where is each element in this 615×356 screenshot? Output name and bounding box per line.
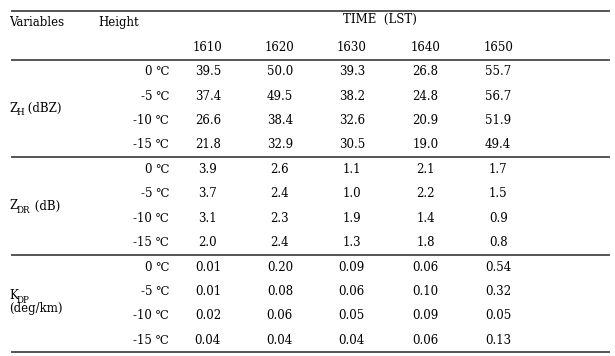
Text: 0.02: 0.02 — [195, 309, 221, 322]
Text: 49.4: 49.4 — [485, 138, 511, 151]
Text: 20.9: 20.9 — [413, 114, 438, 127]
Text: 0.10: 0.10 — [413, 285, 438, 298]
Text: 0.01: 0.01 — [195, 285, 221, 298]
Text: 2.2: 2.2 — [416, 187, 435, 200]
Text: 37.4: 37.4 — [195, 90, 221, 103]
Text: 2.6: 2.6 — [271, 163, 289, 176]
Text: 0.06: 0.06 — [339, 285, 365, 298]
Text: 0.09: 0.09 — [339, 261, 365, 273]
Text: 0.04: 0.04 — [267, 334, 293, 347]
Text: H: H — [17, 108, 25, 117]
Text: 0.05: 0.05 — [339, 309, 365, 322]
Text: 0.54: 0.54 — [485, 261, 511, 273]
Text: -10 ℃: -10 ℃ — [133, 309, 169, 322]
Text: Z: Z — [9, 102, 17, 115]
Text: 38.2: 38.2 — [339, 90, 365, 103]
Text: Height: Height — [98, 16, 139, 30]
Text: 0.13: 0.13 — [485, 334, 511, 347]
Text: 0.05: 0.05 — [485, 309, 511, 322]
Text: -5 ℃: -5 ℃ — [141, 187, 169, 200]
Text: 0 ℃: 0 ℃ — [145, 65, 169, 78]
Text: 0 ℃: 0 ℃ — [145, 163, 169, 176]
Text: 1.5: 1.5 — [489, 187, 507, 200]
Text: 38.4: 38.4 — [267, 114, 293, 127]
Text: 1640: 1640 — [411, 41, 440, 54]
Text: -15 ℃: -15 ℃ — [133, 138, 169, 151]
Text: 39.5: 39.5 — [195, 65, 221, 78]
Text: 30.5: 30.5 — [339, 138, 365, 151]
Text: 2.0: 2.0 — [199, 236, 217, 249]
Text: 0.20: 0.20 — [267, 261, 293, 273]
Text: 2.4: 2.4 — [271, 236, 289, 249]
Text: 0 ℃: 0 ℃ — [145, 261, 169, 273]
Text: 1.8: 1.8 — [416, 236, 435, 249]
Text: 0.06: 0.06 — [267, 309, 293, 322]
Text: 0.32: 0.32 — [485, 285, 511, 298]
Text: 1.0: 1.0 — [343, 187, 361, 200]
Text: 24.8: 24.8 — [413, 90, 438, 103]
Text: DR: DR — [17, 206, 30, 215]
Text: (dBZ): (dBZ) — [24, 102, 62, 115]
Text: 51.9: 51.9 — [485, 114, 511, 127]
Text: 49.5: 49.5 — [267, 90, 293, 103]
Text: 1.9: 1.9 — [343, 212, 361, 225]
Text: 26.6: 26.6 — [195, 114, 221, 127]
Text: 0.04: 0.04 — [195, 334, 221, 347]
Text: -10 ℃: -10 ℃ — [133, 212, 169, 225]
Text: 3.1: 3.1 — [199, 212, 217, 225]
Text: 0.06: 0.06 — [413, 261, 438, 273]
Text: 1610: 1610 — [193, 41, 223, 54]
Text: -10 ℃: -10 ℃ — [133, 114, 169, 127]
Text: 39.3: 39.3 — [339, 65, 365, 78]
Text: 1.1: 1.1 — [343, 163, 361, 176]
Text: DP: DP — [17, 296, 30, 305]
Text: 3.7: 3.7 — [199, 187, 217, 200]
Text: 2.4: 2.4 — [271, 187, 289, 200]
Text: 3.9: 3.9 — [199, 163, 217, 176]
Text: 0.08: 0.08 — [267, 285, 293, 298]
Text: 1.4: 1.4 — [416, 212, 435, 225]
Text: (deg/km): (deg/km) — [9, 302, 63, 315]
Text: 0.01: 0.01 — [195, 261, 221, 273]
Text: Variables: Variables — [9, 16, 65, 30]
Text: 19.0: 19.0 — [413, 138, 438, 151]
Text: 56.7: 56.7 — [485, 90, 511, 103]
Text: 26.8: 26.8 — [413, 65, 438, 78]
Text: 1620: 1620 — [265, 41, 295, 54]
Text: -15 ℃: -15 ℃ — [133, 236, 169, 249]
Text: TIME  (LST): TIME (LST) — [343, 13, 417, 26]
Text: 1.3: 1.3 — [343, 236, 361, 249]
Text: 2.1: 2.1 — [416, 163, 435, 176]
Text: 0.06: 0.06 — [413, 334, 438, 347]
Text: (dB): (dB) — [31, 199, 61, 213]
Text: 2.3: 2.3 — [271, 212, 289, 225]
Text: 1.7: 1.7 — [489, 163, 507, 176]
Text: 1650: 1650 — [483, 41, 513, 54]
Text: 0.9: 0.9 — [489, 212, 507, 225]
Text: -5 ℃: -5 ℃ — [141, 285, 169, 298]
Text: -15 ℃: -15 ℃ — [133, 334, 169, 347]
Text: 0.09: 0.09 — [413, 309, 438, 322]
Text: 0.8: 0.8 — [489, 236, 507, 249]
Text: 1630: 1630 — [337, 41, 367, 54]
Text: 32.6: 32.6 — [339, 114, 365, 127]
Text: 32.9: 32.9 — [267, 138, 293, 151]
Text: 55.7: 55.7 — [485, 65, 511, 78]
Text: 0.04: 0.04 — [339, 334, 365, 347]
Text: K: K — [9, 289, 18, 302]
Text: Z: Z — [9, 199, 17, 213]
Text: 50.0: 50.0 — [267, 65, 293, 78]
Text: -5 ℃: -5 ℃ — [141, 90, 169, 103]
Text: 21.8: 21.8 — [195, 138, 221, 151]
